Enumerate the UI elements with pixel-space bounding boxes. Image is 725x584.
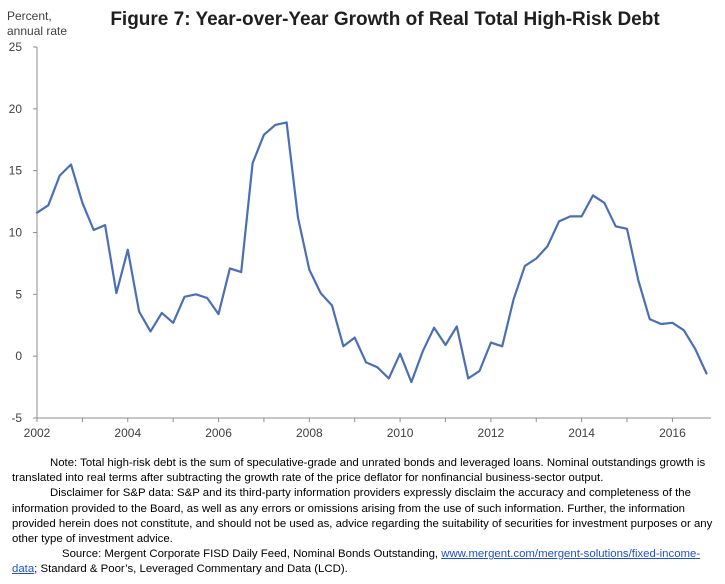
x-tick-label: 2014 xyxy=(568,426,595,440)
y-tick-label: 0 xyxy=(15,349,22,363)
y-tick-label: 10 xyxy=(9,226,23,240)
x-tick-label: 2016 xyxy=(659,426,686,440)
series-line xyxy=(35,121,708,384)
x-tick-label: 2012 xyxy=(478,426,505,440)
y-tick-label: 20 xyxy=(9,102,23,116)
chart-title: Figure 7: Year-over-Year Growth of Real … xyxy=(110,9,660,30)
y-tick-label: -5 xyxy=(11,411,22,425)
y-tick-label: 5 xyxy=(15,287,22,301)
x-tick-label: 2006 xyxy=(205,426,232,440)
disclaimer-text: Disclaimer for S&P data: S&P and its thi… xyxy=(12,487,713,546)
source-link[interactable]: www.mergent.com/mergent-solutions/fixed-… xyxy=(12,548,701,576)
y-tick-label: 25 xyxy=(9,40,23,54)
source-suffix: ; Standard & Poor’s, Leveraged Commentar… xyxy=(34,563,348,576)
x-tick-label: 2002 xyxy=(24,426,51,440)
y-tick-label: 15 xyxy=(9,164,23,178)
tick-labels: -5 0 5 10 15 20 25 2002 2004 2006 2008 2010 2012 2014… xyxy=(9,40,686,440)
notes-block: Note: Total high-risk debt is the sum of… xyxy=(0,456,725,578)
x-tick-label: 2004 xyxy=(114,426,141,440)
source-prefix: Source: Mergent Corporate FISD Daily Fee… xyxy=(62,548,442,561)
y-axis-label-line2: annual rate xyxy=(7,24,67,38)
x-tick-label: 2010 xyxy=(387,426,414,440)
x-tick-label: 2008 xyxy=(296,426,323,440)
source-text: Source: Mergent Corporate FISD Daily Fee… xyxy=(0,547,725,577)
axes xyxy=(33,46,711,422)
y-axis-label-line1: Percent, xyxy=(7,9,52,23)
series-group xyxy=(35,121,708,384)
note-text: Note: Total high-risk debt is the sum of… xyxy=(12,457,706,485)
